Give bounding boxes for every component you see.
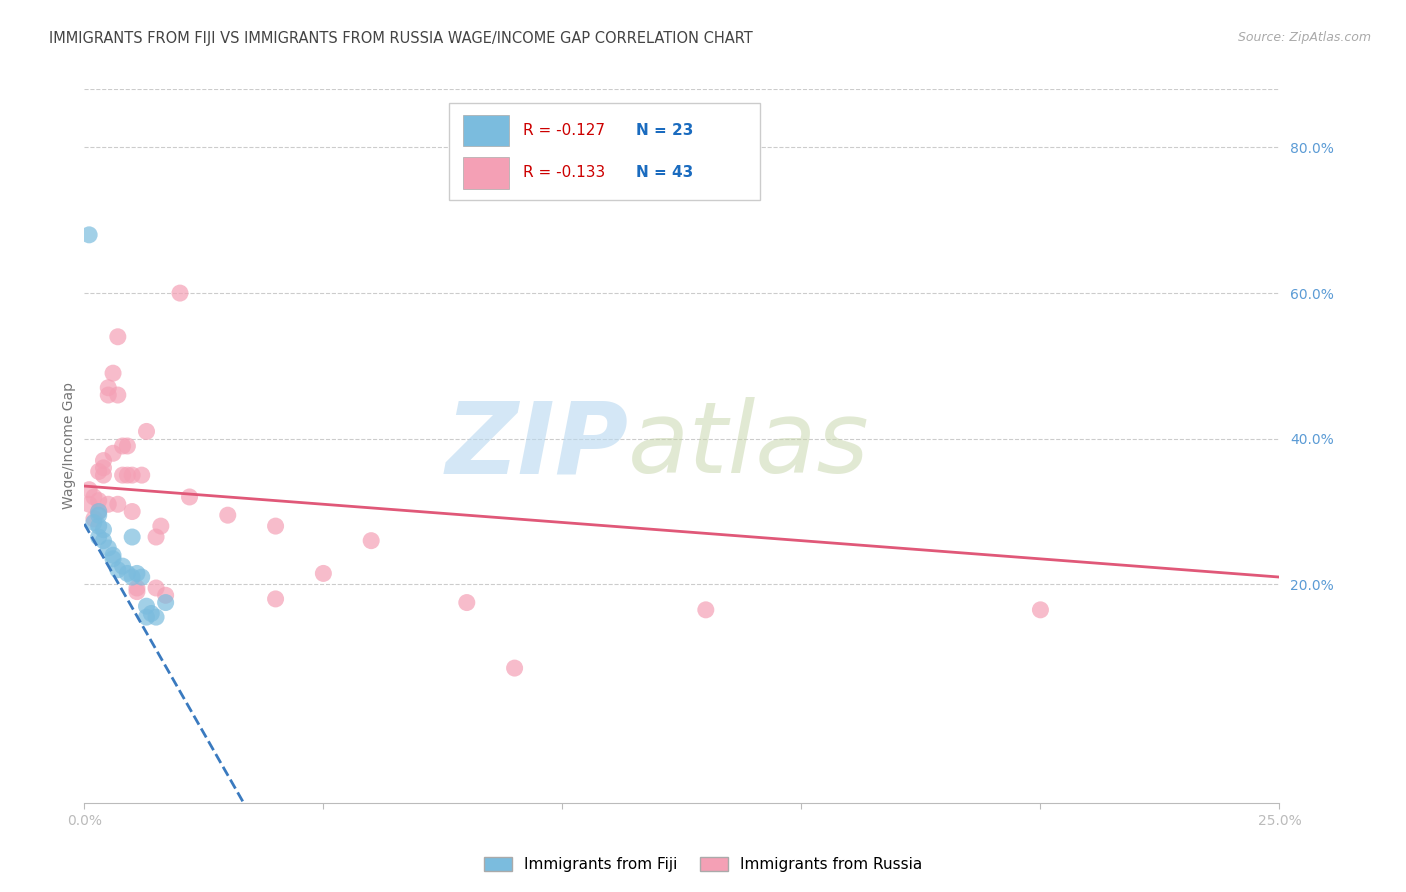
Text: N = 43: N = 43 (637, 165, 693, 180)
Point (107, 330, 129, 344)
Point (360, 533, 382, 548)
Point (141, 607, 163, 621)
FancyBboxPatch shape (449, 103, 759, 200)
Text: ZIP: ZIP (446, 398, 628, 494)
Point (135, 610, 157, 624)
Point (87, 530, 110, 544)
Point (97, 541, 120, 555)
Point (83, 512, 105, 526)
Point (312, 566, 335, 581)
Point (77, 497, 100, 511)
Text: Source: ZipAtlas.com: Source: ZipAtlas.com (1237, 31, 1371, 45)
Point (101, 552, 124, 566)
FancyBboxPatch shape (463, 115, 509, 146)
Point (155, 588, 177, 602)
Point (125, 581, 148, 595)
Point (217, 508, 239, 523)
Point (93, 533, 115, 548)
Point (131, 468, 153, 483)
FancyBboxPatch shape (463, 157, 509, 188)
Point (121, 504, 143, 518)
Text: R = -0.127: R = -0.127 (523, 123, 605, 138)
Point (107, 388, 129, 402)
Point (101, 366, 124, 380)
Text: R = -0.133: R = -0.133 (523, 165, 605, 180)
Point (1029, 603, 1052, 617)
Point (111, 468, 134, 483)
Text: N = 23: N = 23 (637, 123, 695, 138)
Point (101, 446, 124, 460)
Point (121, 530, 143, 544)
Point (145, 530, 167, 544)
Point (149, 519, 172, 533)
Point (125, 566, 148, 581)
Point (101, 548, 124, 562)
Point (111, 559, 134, 574)
Point (264, 591, 287, 606)
Point (131, 570, 153, 584)
Point (93, 468, 115, 483)
Point (87, 504, 110, 518)
Point (87, 465, 110, 479)
Point (456, 596, 478, 610)
Point (264, 519, 287, 533)
Point (145, 610, 167, 624)
Point (97, 381, 120, 395)
Point (93, 460, 115, 475)
Text: atlas: atlas (628, 398, 870, 494)
Point (121, 468, 143, 483)
Point (503, 661, 526, 675)
Point (77, 483, 100, 497)
Point (135, 425, 157, 439)
Point (97, 497, 120, 511)
Point (87, 493, 110, 508)
Point (695, 603, 717, 617)
Point (117, 566, 139, 581)
Point (179, 490, 201, 504)
Text: IMMIGRANTS FROM FIJI VS IMMIGRANTS FROM RUSSIA WAGE/INCOME GAP CORRELATION CHART: IMMIGRANTS FROM FIJI VS IMMIGRANTS FROM … (49, 31, 754, 46)
Point (93, 453, 115, 467)
Point (121, 570, 143, 584)
Y-axis label: Wage/Income Gap: Wage/Income Gap (62, 383, 76, 509)
Point (155, 596, 177, 610)
Legend: Immigrants from Fiji, Immigrants from Russia: Immigrants from Fiji, Immigrants from Ru… (477, 849, 929, 880)
Point (87, 519, 110, 533)
Point (117, 439, 139, 453)
Point (97, 388, 120, 402)
Point (107, 497, 129, 511)
Point (117, 468, 139, 483)
Point (125, 584, 148, 599)
Point (145, 581, 167, 595)
Point (87, 508, 110, 523)
Point (111, 439, 134, 453)
Point (107, 563, 129, 577)
Point (135, 599, 157, 614)
Point (93, 523, 115, 537)
Point (77, 227, 100, 242)
Point (83, 490, 105, 504)
Point (169, 286, 191, 301)
Point (87, 504, 110, 518)
Point (83, 516, 105, 530)
